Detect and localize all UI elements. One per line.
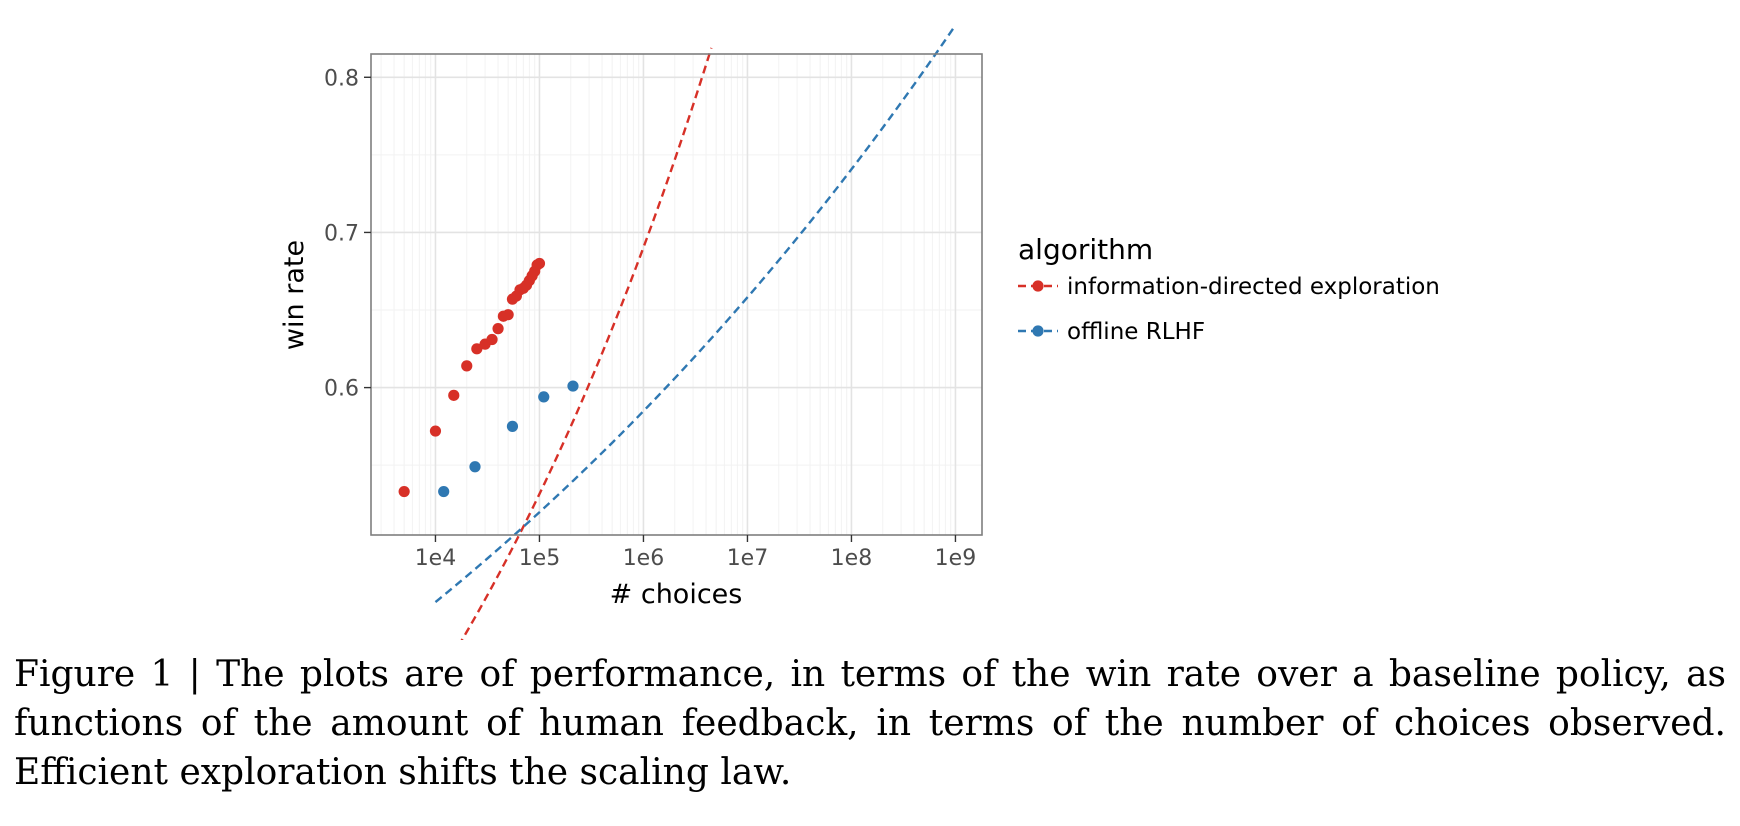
plot-panel (371, 54, 982, 535)
legend-key-point (1032, 325, 1044, 337)
data-point-series-1 (469, 461, 481, 473)
y-tick-label: 0.7 (324, 221, 359, 246)
plot-border (370, 53, 983, 536)
legend-title: algorithm (1018, 233, 1153, 266)
data-point-series-1 (438, 485, 450, 498)
data-point-series-1 (567, 380, 579, 392)
data-point-series-1 (506, 420, 519, 432)
legend-key-0 (1018, 280, 1058, 292)
x-tick-label: 1e6 (623, 546, 665, 571)
y-tick-label: 0.6 (324, 377, 359, 402)
y-tick-label: 0.8 (324, 66, 359, 91)
fit-lines (434, 24, 957, 640)
x-tick-label: 1e4 (415, 546, 457, 571)
data-point-series-1 (538, 391, 550, 403)
legend-key-point (1032, 280, 1044, 292)
data-point-series-0 (448, 389, 460, 401)
legend-label-1: offline RLHF (1067, 319, 1205, 345)
x-tick-label: 1e7 (727, 546, 769, 571)
fit-line-series-1 (434, 24, 957, 603)
fit-line-series-0 (460, 47, 713, 640)
legend-key-1 (1018, 325, 1058, 337)
x-axis-title: # choices (610, 579, 743, 610)
data-point-series-0 (486, 333, 498, 346)
figure: 1e4 1e5 1e6 1e7 1e8 1e9 0.6 0.7 0.8 # choices w… (279, 24, 1440, 640)
grid-major (371, 54, 982, 535)
x-tick-label: 1e9 (935, 546, 977, 571)
grid-minor (371, 54, 982, 535)
x-tick-label: 1e8 (831, 546, 873, 571)
data-point-series-0 (533, 257, 546, 270)
data-point-series-0 (461, 360, 473, 372)
y-axis: 0.6 0.7 0.8 (324, 66, 371, 402)
y-axis-title: win rate (279, 240, 310, 350)
figure-caption: Figure 1 | The plots are of performance,… (14, 654, 1726, 793)
legend: algorithm information-directed explorati… (1018, 233, 1440, 345)
data-point-series-0 (471, 343, 483, 355)
data-point-series-0 (398, 485, 410, 498)
data-point-series-0 (492, 323, 504, 335)
data-point-series-0 (429, 425, 442, 437)
data-point-series-0 (502, 309, 514, 321)
data-points (398, 257, 579, 498)
legend-label-0: information-directed exploration (1067, 274, 1440, 300)
scaling-law-chart: 1e4 1e5 1e6 1e7 1e8 1e9 0.6 0.7 0.8 # choices w… (279, 24, 1440, 640)
x-axis: 1e4 1e5 1e6 1e7 1e8 1e9 (415, 535, 977, 571)
x-tick-label: 1e5 (519, 546, 561, 571)
